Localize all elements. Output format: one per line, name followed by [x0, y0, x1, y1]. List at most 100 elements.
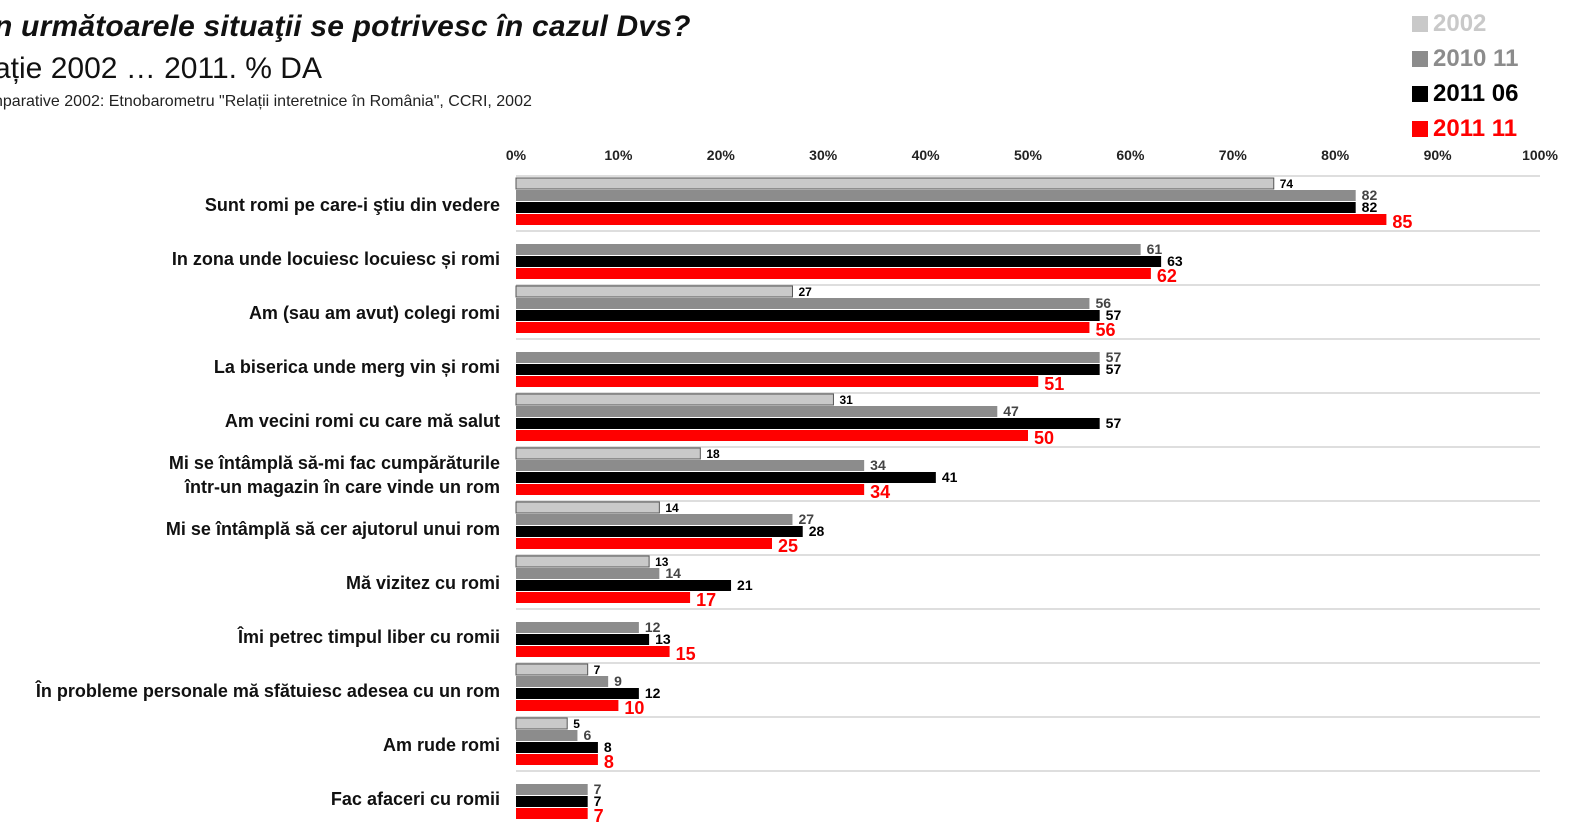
data-label: 8	[604, 752, 614, 772]
x-tick-label: 20%	[707, 147, 736, 163]
data-label: 56	[1095, 320, 1115, 340]
bar-2011-11	[516, 430, 1028, 441]
x-tick-label: 50%	[1014, 147, 1043, 163]
bar-2010-11	[516, 298, 1090, 309]
data-label: 34	[870, 482, 890, 502]
chart-title: n următoarele situaţii se potrivesc în c…	[0, 10, 691, 43]
category-label: Mă vizitez cu romi	[346, 573, 500, 593]
data-label: 50	[1034, 428, 1054, 448]
data-label: 7	[594, 793, 602, 809]
bar-2010-11	[516, 244, 1141, 255]
bar-2010-11	[516, 622, 639, 633]
data-label: 7	[594, 663, 601, 677]
data-label: 34	[870, 457, 886, 473]
data-label: 12	[645, 685, 661, 701]
data-label: 41	[942, 469, 958, 485]
bar-2011-11	[516, 538, 772, 549]
category-label: Am (sau am avut) colegi romi	[249, 303, 500, 323]
bar-2010-11	[516, 676, 609, 687]
data-label: 14	[665, 565, 681, 581]
legend-item-2002: 2002	[1412, 6, 1518, 41]
chart-subtitle: ație 2002 … 2011. % DA	[0, 52, 322, 85]
legend-swatch-2010-11	[1412, 50, 1428, 67]
bar-2010-11	[516, 514, 793, 525]
x-tick-label: 100%	[1522, 147, 1558, 163]
data-label: 28	[809, 523, 825, 539]
data-label: 57	[1106, 361, 1122, 377]
legend-swatch-2011-11	[1412, 120, 1428, 137]
x-tick-label: 80%	[1321, 147, 1350, 163]
data-label: 9	[614, 673, 622, 689]
data-label: 85	[1392, 212, 1412, 232]
bar-2011-11	[516, 268, 1151, 279]
bar-2011-06	[516, 418, 1100, 429]
bar-2011-11	[516, 214, 1387, 225]
data-label: 57	[1106, 415, 1122, 431]
data-label: 82	[1362, 187, 1378, 203]
data-label: 13	[655, 631, 671, 647]
data-label: 5	[573, 717, 580, 731]
category-label: într-un magazin în care vinde un rom	[184, 477, 500, 497]
data-label: 74	[1280, 177, 1294, 191]
bar-2011-06	[516, 526, 803, 537]
bar-2011-06	[516, 202, 1356, 213]
data-label: 31	[839, 393, 853, 407]
bar-2002	[515, 663, 589, 676]
legend: 2002 2010 11 2011 06 2011 11	[1412, 6, 1518, 146]
category-label: Mi se întâmplă să-mi fac cumpărăturile	[169, 453, 500, 473]
bar-2011-06	[516, 742, 598, 753]
bar-2011-11	[516, 376, 1039, 387]
data-label: 61	[1147, 241, 1163, 257]
bar-2011-11	[516, 592, 691, 603]
data-label: 7	[594, 806, 604, 826]
data-label: 13	[655, 555, 669, 569]
data-label: 63	[1167, 253, 1183, 269]
bar-2010-11	[516, 730, 578, 741]
data-label: 51	[1044, 374, 1064, 394]
data-label: 27	[798, 285, 812, 299]
bar-2010-11	[516, 784, 588, 795]
bar-2010-11	[516, 406, 998, 417]
bar-2010-11	[516, 460, 865, 471]
bar-2010-11	[516, 568, 660, 579]
bar-2002	[515, 555, 650, 568]
source-note: nparative 2002: Etnobarometru "Relații i…	[0, 93, 532, 110]
legend-swatch-2011-06	[1412, 85, 1428, 102]
category-label: Am rude romi	[383, 735, 500, 755]
category-label: La biserica unde merg vin și romi	[214, 357, 500, 377]
x-tick-label: 90%	[1424, 147, 1453, 163]
category-label: In zona unde locuiesc locuiesc și romi	[172, 249, 500, 269]
data-label: 57	[1106, 349, 1122, 365]
legend-label-2011-11: 2011 11	[1433, 114, 1518, 142]
legend-item-2010-11: 2010 11	[1412, 41, 1518, 76]
bar-2011-11	[516, 808, 588, 819]
data-label: 15	[676, 644, 696, 664]
legend-label-2011-06: 2011 06	[1433, 79, 1519, 107]
bar-2002	[515, 285, 793, 298]
legend-swatch-2002	[1412, 15, 1428, 32]
bar-2002	[515, 393, 834, 406]
x-tick-label: 70%	[1219, 147, 1248, 163]
category-label: Îmi petrec timpul liber cu romii	[237, 626, 500, 647]
data-label: 21	[737, 577, 753, 593]
data-label: 10	[624, 698, 644, 718]
category-label: Am vecini romi cu care mă salut	[225, 411, 500, 431]
data-label: 62	[1157, 266, 1177, 286]
bar-2010-11	[516, 352, 1100, 363]
data-label: 12	[645, 619, 661, 635]
data-label: 6	[583, 727, 591, 743]
bar-2010-11	[516, 190, 1356, 201]
bar-2011-06	[516, 796, 588, 807]
data-label: 18	[706, 447, 720, 461]
category-label: Mi se întâmplă să cer ajutorul unui rom	[166, 519, 500, 539]
x-tick-label: 40%	[912, 147, 941, 163]
data-label: 82	[1362, 199, 1378, 215]
x-tick-label: 60%	[1116, 147, 1145, 163]
x-tick-label: 10%	[604, 147, 633, 163]
data-label: 14	[665, 501, 679, 515]
data-label: 25	[778, 536, 798, 556]
bar-2011-06	[516, 472, 936, 483]
bar-2011-11	[516, 754, 598, 765]
bar-2011-11	[516, 646, 670, 657]
